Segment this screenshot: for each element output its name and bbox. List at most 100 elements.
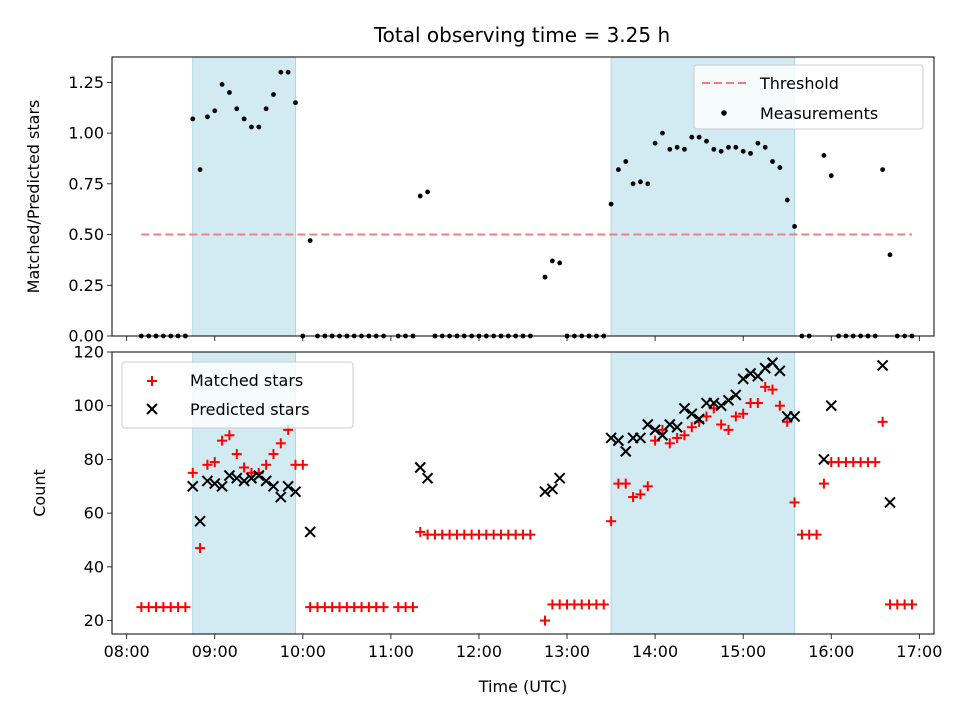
count-series <box>136 357 917 626</box>
count-y-axis: 20 40 60 80 100 120 <box>73 343 112 630</box>
legend-predicted-swatch-b <box>146 403 158 415</box>
measurement-point <box>234 106 240 112</box>
measurement-point <box>770 159 775 164</box>
predicted-star-point <box>744 367 757 380</box>
measurement-point <box>616 167 621 173</box>
predicted-star-point <box>686 408 698 420</box>
matched-star-point <box>620 478 631 489</box>
predicted-star-point <box>260 475 272 487</box>
measurement-point <box>197 167 203 173</box>
matched-star-point <box>540 615 551 626</box>
observing-interval <box>610 351 796 635</box>
count-panel: 20 40 60 80 100 120 08:00 09:00 10:00 11:00 12:00… <box>30 343 942 697</box>
predicted-star-point <box>708 397 720 409</box>
x-tick-label: 13:00 <box>544 642 590 661</box>
measurement-point <box>271 92 276 97</box>
predicted-star-point <box>620 445 632 458</box>
matched-star-point <box>180 602 191 613</box>
predicted-star-point <box>884 496 896 509</box>
measurement-point <box>718 148 724 154</box>
measurement-point <box>263 106 269 112</box>
legend-measurement-swatch <box>721 110 727 116</box>
matched-star-point <box>774 400 785 411</box>
predicted-star-point <box>414 461 426 474</box>
legend-measurement-label: Measurements <box>760 104 878 123</box>
matched-star-point <box>187 467 198 478</box>
measurement-point <box>880 167 886 173</box>
measurement-point <box>777 165 783 170</box>
y-tick-label: 80 <box>84 450 104 469</box>
y-tick-label: 60 <box>84 504 104 523</box>
matched-star-point <box>268 449 279 460</box>
matched-star-point <box>760 381 771 392</box>
y-tick-label: 1.25 <box>68 73 104 92</box>
measurement-point <box>249 124 254 130</box>
y-tick-label: 20 <box>84 611 104 630</box>
y-tick-label: 1.00 <box>68 124 104 143</box>
matched-star-point <box>730 411 741 422</box>
predicted-star-point <box>818 453 830 466</box>
measurement-point <box>425 189 430 195</box>
predicted-star-point <box>649 424 661 436</box>
matched-star-point <box>209 457 220 468</box>
predicted-star-point <box>759 362 771 374</box>
predicted-star-point <box>201 475 214 487</box>
count-y-axis-label: Count <box>30 469 49 517</box>
y-tick-label: 0.25 <box>68 276 104 295</box>
matched-star-point <box>716 419 727 430</box>
predicted-star-point <box>678 402 691 415</box>
measurement-point <box>205 114 210 120</box>
predicted-star-point <box>187 480 199 492</box>
measurement-point <box>645 181 651 187</box>
matched-star-point <box>818 478 829 489</box>
predicted-star-point <box>223 469 236 482</box>
measurement-point <box>227 90 232 95</box>
matched-star-point <box>789 497 800 508</box>
y-tick-label: 120 <box>73 343 104 362</box>
measurement-point <box>828 173 834 179</box>
matched-star-point <box>415 526 426 537</box>
matched-star-point <box>261 459 272 470</box>
measurement-point <box>278 69 284 75</box>
predicted-star-point <box>216 480 228 492</box>
ratio-y-axis-label: Matched/Predicted stars <box>24 100 43 294</box>
predicted-star-point <box>539 485 551 498</box>
matched-star-point <box>195 543 206 554</box>
matched-star-point <box>723 424 734 435</box>
x-tick-label: 08:00 <box>104 642 150 661</box>
matched-star-point <box>598 599 609 610</box>
matched-star-point <box>752 398 763 409</box>
measurement-point <box>623 159 629 164</box>
legend-predicted-label: Predicted stars <box>190 400 310 419</box>
matched-star-point <box>297 459 308 470</box>
legend-frame <box>121 361 354 429</box>
x-tick-label: 09:00 <box>192 642 238 661</box>
matched-star-point <box>686 422 697 433</box>
x-tick-label: 17:00 <box>896 642 942 661</box>
predicted-star-point <box>612 434 625 447</box>
matched-star-point <box>642 481 653 492</box>
x-tick-label: 16:00 <box>808 642 854 661</box>
measurement-point <box>557 260 563 266</box>
matched-star-point <box>738 408 749 419</box>
y-tick-label: 0.50 <box>68 225 104 244</box>
matched-star-point <box>906 599 917 610</box>
predicted-star-point <box>275 491 287 503</box>
measurement-point <box>689 134 695 140</box>
measurement-point <box>711 146 717 152</box>
measurement-point <box>733 144 739 150</box>
time-x-axis: 08:00 09:00 10:00 11:00 12:00 13:00 14:00 15:00… <box>104 634 942 661</box>
measurement-point <box>256 124 262 130</box>
observing-interval <box>192 56 296 337</box>
matched-star-point <box>767 384 778 395</box>
predicted-star-point <box>245 472 258 484</box>
x-tick-label: 14:00 <box>632 642 678 661</box>
predicted-star-point <box>693 413 705 425</box>
measurement-point <box>667 146 673 152</box>
predicted-star-point <box>876 359 889 372</box>
predicted-star-point <box>664 418 676 431</box>
ratio-legend: Threshold Measurements <box>693 64 924 130</box>
predicted-star-point <box>282 480 294 492</box>
measurement-point <box>696 134 702 140</box>
measurement-point <box>285 69 291 75</box>
